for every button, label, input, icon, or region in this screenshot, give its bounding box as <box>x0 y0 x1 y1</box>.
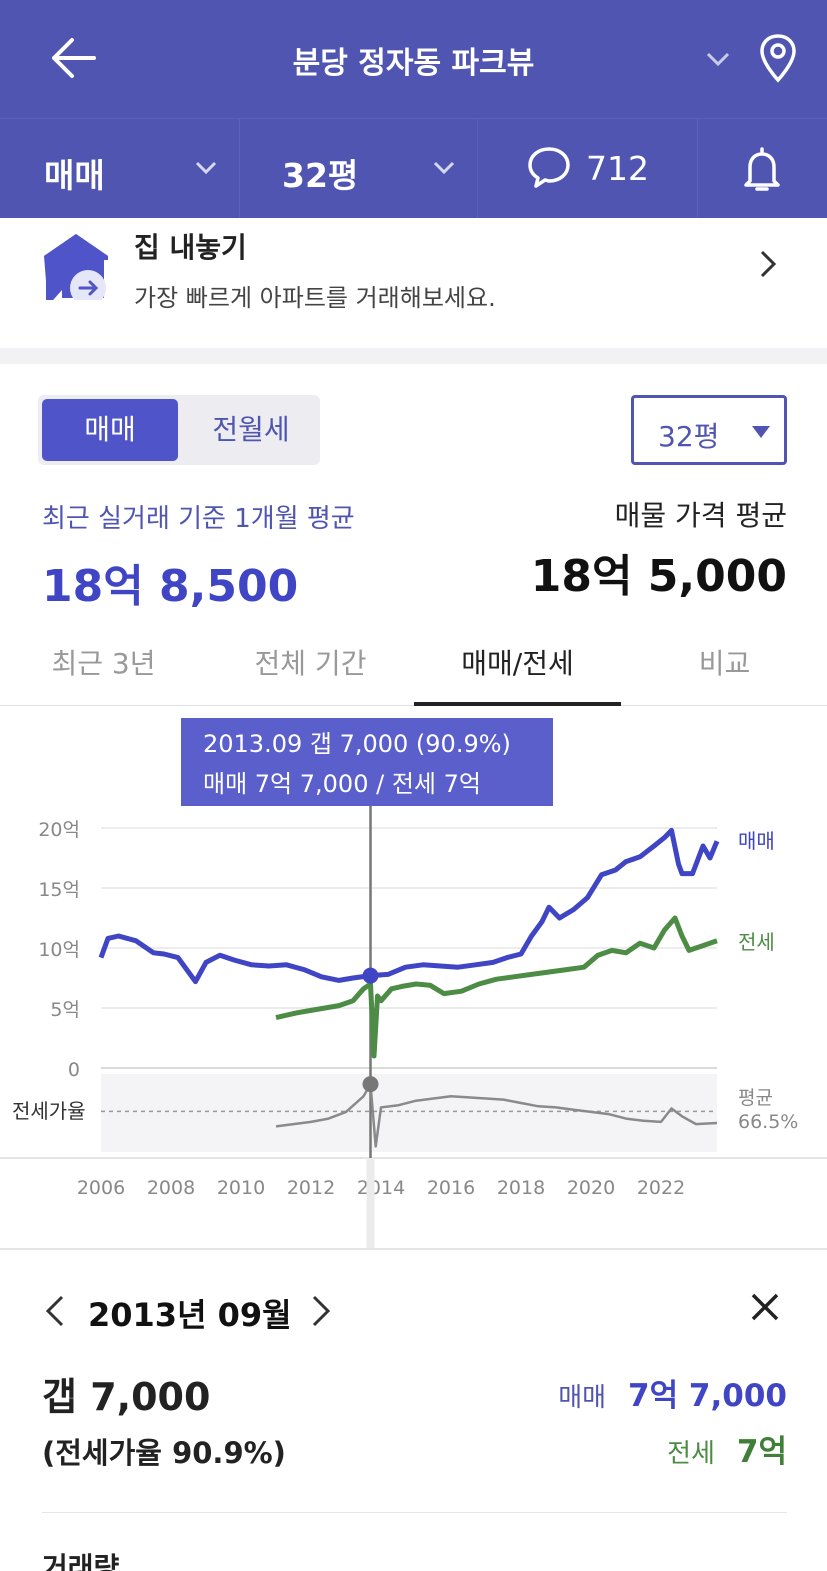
comment-count: 712 <box>586 149 649 188</box>
sale-series-line <box>98 827 720 985</box>
notification-button[interactable] <box>698 119 827 219</box>
caret-down-icon <box>752 426 770 438</box>
highlight-column <box>366 1158 375 1248</box>
price-chart-svg: 20억 15억 10억 5억 0 2006 2008 2010 2012 2014 2016 2018… <box>0 806 827 1248</box>
x-tick-label: 2016 <box>427 1177 475 1199</box>
price-chart[interactable]: 20억 15억 10억 5억 0 2006 2008 2010 2012 2014 2016 2018… <box>0 706 827 1248</box>
bell-icon <box>744 147 780 191</box>
size-filter-select[interactable]: 32평 <box>240 119 478 219</box>
detail-ratio: (전세가율 90.9%) <box>42 1436 286 1470</box>
chart-divider <box>0 1248 827 1250</box>
detail-sale-label: 매매 <box>558 1383 607 1413</box>
ratio-axis-label: 전세가율 <box>12 1099 86 1123</box>
recent-avg-value: 18억 8,500 <box>42 561 299 612</box>
jeonse-series-line <box>275 915 718 1059</box>
x-tick-label: 2022 <box>637 1177 685 1199</box>
detail-gap: 갭 7,000 <box>42 1375 211 1419</box>
month-detail-panel: 2013년 09월 갭 7,000 (전세가율 90.9%) 매매 7억 7,00… <box>0 1250 827 1571</box>
detail-sale-row: 매매 7억 7,000 <box>558 1370 787 1415</box>
detail-sale-value: 7억 7,000 <box>628 1378 787 1414</box>
y-tick-label: 5억 <box>50 999 80 1021</box>
trade-type-label: 매매 <box>44 156 105 195</box>
tooltip-line-1: 2013.09 갭 7,000 (90.9%) <box>203 730 511 758</box>
trade-type-select[interactable]: 매매 <box>0 119 240 219</box>
segment-sale[interactable]: 매매 <box>42 399 178 461</box>
tab-recent-3y[interactable]: 최근 3년 <box>51 647 156 680</box>
list-house-banner[interactable]: 집 내놓기 가장 빠르게 아파트를 거래해보세요. <box>0 218 827 348</box>
y-tick-label: 0 <box>68 1059 80 1081</box>
recent-avg-label: 최근 실거래 기준 1개월 평균 <box>42 504 355 534</box>
map-pin-icon[interactable] <box>758 32 798 86</box>
banner-subtitle: 가장 빠르게 아파트를 거래해보세요. <box>134 284 496 312</box>
highlight-ratio-point <box>362 1076 379 1093</box>
active-tab-indicator <box>414 702 621 706</box>
ratio-average-label: 평균 <box>738 1087 773 1109</box>
tab-all-period[interactable]: 전체 기간 <box>254 647 367 680</box>
comments-button[interactable]: 712 <box>478 119 698 219</box>
chevron-down-icon <box>433 161 455 175</box>
x-tick-label: 2006 <box>77 1177 125 1199</box>
detail-jeonse-row: 전세 7억 <box>667 1426 787 1471</box>
x-tick-label: 2018 <box>497 1177 545 1199</box>
chevron-down-icon <box>195 161 217 175</box>
section-divider <box>0 348 827 364</box>
size-dropdown[interactable]: 32평 <box>631 395 787 465</box>
chevron-left-icon[interactable] <box>44 1294 66 1328</box>
ratio-band <box>101 1074 717 1152</box>
y-tick-label: 10억 <box>38 939 80 961</box>
x-tick-label: 2014 <box>357 1177 405 1199</box>
sale-series-label: 매매 <box>738 829 775 853</box>
detail-jeonse-label: 전세 <box>667 1439 715 1469</box>
tab-compare[interactable]: 비교 <box>698 647 751 680</box>
x-tick-label: 2020 <box>567 1177 615 1199</box>
filter-bar: 매매 32평 712 <box>0 118 827 219</box>
y-tick-label: 20억 <box>38 819 80 841</box>
period-tabs: 최근 3년 전체 기간 매매/전세 비교 <box>0 620 827 706</box>
chevron-down-icon[interactable] <box>704 48 732 70</box>
ratio-series-line <box>275 1082 718 1148</box>
asking-avg-label: 매물 가격 평균 <box>614 499 787 532</box>
ratio-average-value: 66.5% <box>738 1111 798 1133</box>
trade-volume-heading: 거래량 <box>42 1551 120 1571</box>
close-icon[interactable] <box>750 1292 780 1322</box>
x-tick-label: 2010 <box>217 1177 265 1199</box>
jeonse-series-label: 전세 <box>738 930 775 954</box>
highlight-sale-point <box>362 967 379 984</box>
chevron-right-icon[interactable] <box>310 1294 332 1328</box>
x-tick-label: 2012 <box>287 1177 335 1199</box>
back-arrow-icon[interactable] <box>48 36 98 80</box>
x-tick-label: 2008 <box>147 1177 195 1199</box>
detail-month: 2013년 09월 <box>88 1296 292 1334</box>
trade-type-toggle: 매매 전월세 <box>38 395 320 465</box>
chart-tooltip: 2013.09 갭 7,000 (90.9%) 매매 7억 7,000 / 전세… <box>181 718 553 806</box>
page-title[interactable]: 분당 정자동 파크뷰 <box>292 46 535 81</box>
detail-jeonse-value: 7억 <box>736 1434 787 1470</box>
top-bar: 분당 정자동 파크뷰 <box>0 0 827 118</box>
tab-sale-jeonse[interactable]: 매매/전세 <box>461 647 574 680</box>
asking-avg-value: 18억 5,000 <box>530 551 787 602</box>
size-filter-label: 32평 <box>282 156 359 195</box>
house-arrow-icon <box>44 234 108 300</box>
banner-title: 집 내놓기 <box>134 231 247 264</box>
chat-bubble-icon <box>528 147 570 188</box>
tooltip-line-2: 매매 7억 7,000 / 전세 7억 <box>203 770 481 798</box>
y-tick-label: 15억 <box>38 879 80 901</box>
segment-rent[interactable]: 전월세 <box>212 413 290 446</box>
chevron-right-icon[interactable] <box>756 248 780 280</box>
size-dropdown-label: 32평 <box>658 420 720 453</box>
detail-separator <box>42 1512 787 1513</box>
